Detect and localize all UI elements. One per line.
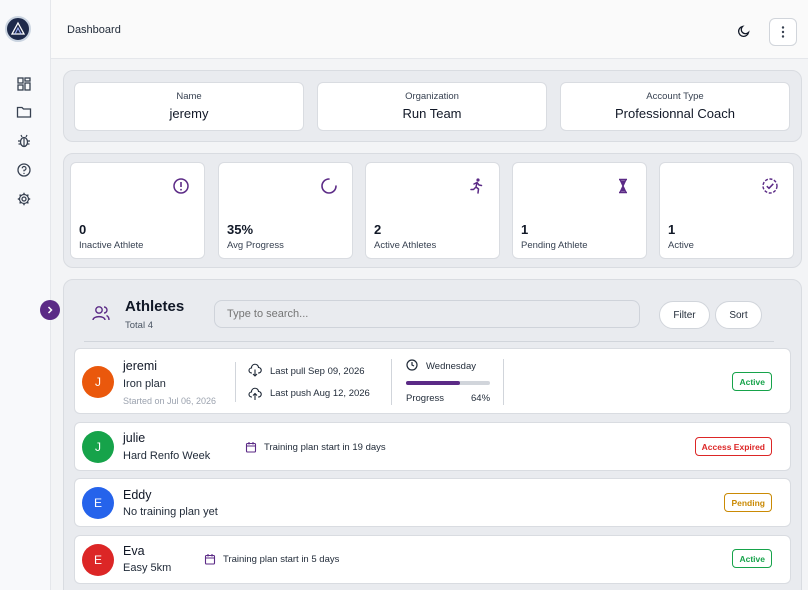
divider xyxy=(391,359,392,405)
dashboard-icon[interactable] xyxy=(16,76,32,92)
athlete-name: Eva xyxy=(123,544,145,558)
athlete-plan: Easy 5km xyxy=(123,562,172,574)
athlete-plan: Hard Renfo Week xyxy=(123,450,211,462)
training-day: Wednesday xyxy=(426,361,476,372)
clock-icon xyxy=(406,359,418,371)
divider xyxy=(503,359,504,405)
organization-card: Organization Run Team xyxy=(317,82,547,131)
progress-bar-fill xyxy=(406,381,460,385)
bug-icon[interactable] xyxy=(16,133,32,149)
avatar: E xyxy=(82,544,114,576)
athletes-title: Athletes xyxy=(125,298,185,315)
training-note: Training plan start in 19 days xyxy=(264,442,386,453)
athlete-row-eva[interactable]: E Eva Easy 5km Training plan start in 5 … xyxy=(74,535,791,584)
account-type-card: Account Type Professionnal Coach xyxy=(560,82,790,131)
status-badge: Active xyxy=(732,372,772,391)
help-icon[interactable] xyxy=(16,162,32,178)
athlete-row-eddy[interactable]: E Eddy No training plan yet Pending xyxy=(74,478,791,527)
search-input[interactable] xyxy=(214,300,640,328)
stat-value: 2 xyxy=(374,222,382,237)
stat-active-athletes: 2 Active Athletes xyxy=(365,162,500,259)
users-icon xyxy=(91,304,111,322)
stat-active: 1 Active xyxy=(659,162,794,259)
athlete-name: jeremi xyxy=(123,359,158,373)
sidebar xyxy=(0,0,51,590)
status-badge: Pending xyxy=(724,493,772,512)
stat-value: 1 xyxy=(668,222,676,237)
athlete-row-jeremi[interactable]: J jeremi Iron plan Started on Jul 06, 20… xyxy=(74,348,791,414)
athlete-name: julie xyxy=(123,431,146,445)
calendar-icon xyxy=(245,441,257,453)
last-push: Last push Aug 12, 2026 xyxy=(270,388,370,399)
status-badge: Access Expired xyxy=(694,437,772,456)
athletes-total: Total 4 xyxy=(125,320,153,331)
stat-value: 0 xyxy=(79,222,87,237)
cloud-upload-icon xyxy=(248,387,262,401)
app-logo[interactable] xyxy=(5,16,31,42)
check-circle-icon xyxy=(761,177,779,195)
athlete-started: Started on Jul 06, 2026 xyxy=(123,396,217,406)
progress-bar xyxy=(406,381,490,385)
chevron-right-icon xyxy=(47,306,53,314)
athlete-row-julie[interactable]: J julie Hard Renfo Week Training plan st… xyxy=(74,422,791,471)
status-badge: Active xyxy=(732,549,772,568)
avatar: J xyxy=(82,366,114,398)
stats-panel: 0 Inactive Athlete 35% Avg Progress 2 Ac… xyxy=(63,153,802,268)
topbar: Dashboard xyxy=(51,0,808,59)
account-type-label: Account Type xyxy=(646,91,704,102)
moon-icon[interactable] xyxy=(737,24,751,38)
athlete-plan: No training plan yet xyxy=(123,506,218,518)
account-panel: Name jeremy Organization Run Team Accoun… xyxy=(63,70,802,142)
organization-value: Run Team xyxy=(402,106,462,121)
cloud-download-icon xyxy=(248,363,262,377)
avatar: E xyxy=(82,487,114,519)
stat-label: Active Athletes xyxy=(374,240,437,251)
filter-button[interactable]: Filter xyxy=(659,301,710,329)
avatar: J xyxy=(82,431,114,463)
divider xyxy=(235,362,236,402)
training-note: Training plan start in 5 days xyxy=(223,554,340,565)
stat-value: 35% xyxy=(227,222,254,237)
stat-pending-athlete: 1 Pending Athlete xyxy=(512,162,647,259)
stat-label: Inactive Athlete xyxy=(79,240,144,251)
name-card: Name jeremy xyxy=(74,82,304,131)
last-pull: Last pull Sep 09, 2026 xyxy=(270,366,365,377)
stat-label: Pending Athlete xyxy=(521,240,588,251)
more-menu-button[interactable] xyxy=(769,18,797,46)
organization-label: Organization xyxy=(405,91,459,102)
gear-icon[interactable] xyxy=(16,191,32,207)
divider xyxy=(84,341,774,342)
breadcrumb: Dashboard xyxy=(67,24,121,36)
stat-value: 1 xyxy=(521,222,529,237)
account-type-value: Professionnal Coach xyxy=(615,106,735,121)
loader-icon xyxy=(320,177,338,195)
expand-sidebar-button[interactable] xyxy=(40,300,60,320)
more-vertical-icon xyxy=(781,26,785,38)
name-value: jeremy xyxy=(169,106,209,121)
sort-button[interactable]: Sort xyxy=(715,301,762,329)
calendar-icon xyxy=(204,553,216,565)
folder-icon[interactable] xyxy=(16,104,32,120)
athlete-name: Eddy xyxy=(123,488,152,502)
running-icon xyxy=(467,177,485,195)
progress-value: 64% xyxy=(471,393,491,404)
progress-label: Progress xyxy=(406,393,445,404)
name-label: Name xyxy=(176,91,202,102)
stat-label: Active xyxy=(668,240,694,251)
stat-avg-progress: 35% Avg Progress xyxy=(218,162,353,259)
alert-circle-icon xyxy=(172,177,190,195)
stat-label: Avg Progress xyxy=(227,240,284,251)
hourglass-icon xyxy=(614,177,632,195)
logo-icon xyxy=(10,21,26,35)
athlete-plan: Iron plan xyxy=(123,378,166,390)
stat-inactive-athlete: 0 Inactive Athlete xyxy=(70,162,205,259)
athletes-panel: Athletes Total 4 Filter Sort J jeremi Ir… xyxy=(63,279,802,590)
